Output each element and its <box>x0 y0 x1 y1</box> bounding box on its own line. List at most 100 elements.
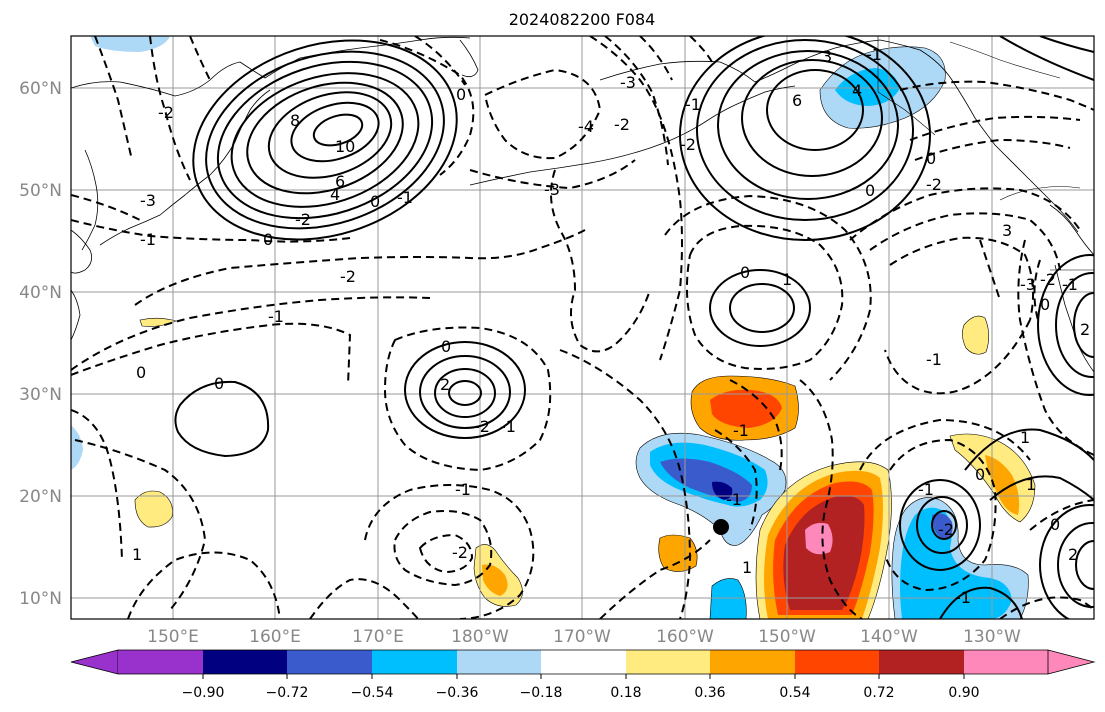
contour-line <box>849 187 1081 241</box>
contour-line <box>899 479 981 571</box>
contour-line <box>989 475 1094 501</box>
contour-line <box>127 551 281 619</box>
contour-label: -2 <box>680 135 696 154</box>
colorbar-tick-label: 0.54 <box>779 685 810 701</box>
contour-label: -3 <box>620 73 636 92</box>
contour-line <box>1055 272 1094 378</box>
border-canada-internal <box>949 41 1061 79</box>
contour-line <box>312 113 364 147</box>
contour-label: -2 <box>938 520 954 539</box>
shade-positive-patch <box>482 564 508 596</box>
contour-label: 0 <box>263 230 273 249</box>
contour-label: 2 <box>1080 320 1090 339</box>
shade-positive-patch <box>805 522 833 555</box>
contour-label: -2 <box>474 417 490 436</box>
colorbar-tick-label: 0.36 <box>694 685 725 701</box>
contour-label: 0 <box>441 337 451 356</box>
contour-label: -2 <box>1040 270 1056 289</box>
colorbar-tick-label: 0.18 <box>610 685 641 701</box>
contour-line <box>393 510 493 587</box>
contour-line <box>884 319 1031 395</box>
contour-label: 2 <box>440 375 450 394</box>
border-canada-provinces <box>999 186 1081 201</box>
contour-label: -4 <box>578 117 594 136</box>
coastline-kamchatka <box>459 39 479 78</box>
contour-label: -3 <box>544 180 560 199</box>
contour-label: -1 <box>726 490 742 509</box>
colorbar-segment <box>626 650 710 674</box>
contour-line <box>404 341 526 439</box>
shade-negative-patch <box>932 513 953 540</box>
coastline-bc <box>1049 204 1094 256</box>
dashed-contours <box>71 36 1094 619</box>
contour-line <box>550 169 651 353</box>
contour-label: 0 <box>136 363 146 382</box>
shade-positive-patch <box>658 534 698 572</box>
contour-line <box>1037 254 1094 396</box>
shading-layer <box>71 36 1036 619</box>
shade-positive-patch <box>985 455 1020 515</box>
contour-label: 8 <box>290 111 300 130</box>
colorbar-under-triangle <box>70 649 119 675</box>
lon-label-170w: 170°W <box>553 627 611 647</box>
coastline-kurils <box>99 174 211 246</box>
coastline-sakhalin <box>81 149 99 251</box>
contour-label: 0 <box>1040 295 1050 314</box>
contour-line <box>383 326 552 472</box>
contour-label: 6 <box>792 91 802 110</box>
contour-label: -1 <box>268 307 284 326</box>
colorbar-segment <box>457 650 541 674</box>
colorbar-segment <box>203 650 287 674</box>
contour-line <box>418 533 474 574</box>
solid-contours <box>174 36 1094 619</box>
contour-line <box>1039 36 1094 53</box>
contour-line <box>709 269 811 347</box>
contour-line <box>799 379 863 619</box>
contour-line <box>766 69 864 151</box>
lat-label-60n: 60°N <box>19 79 62 99</box>
contour-line <box>909 115 1081 141</box>
contour-line <box>94 36 133 161</box>
contour-line <box>916 496 968 554</box>
contour-line <box>679 36 931 241</box>
colorbar-segment <box>287 650 372 674</box>
contour-line <box>290 101 380 163</box>
colorbar-tick-label: −0.36 <box>436 685 479 701</box>
graticule <box>71 36 1094 619</box>
contour-label: 4 <box>330 185 340 204</box>
contour-label: 2 <box>1068 545 1078 564</box>
colorbar-segment <box>372 650 457 674</box>
contour-label: 1 <box>1020 428 1030 447</box>
contour-line <box>729 379 783 471</box>
shade-negative-patch <box>709 578 747 619</box>
contour-line <box>559 349 692 619</box>
contour-line <box>1017 239 1094 456</box>
coastline-alaska-peninsula <box>734 85 796 106</box>
contour-label: 1 <box>1026 475 1036 494</box>
contour-label: 4 <box>852 81 862 100</box>
contour-label: 3 <box>1002 221 1012 240</box>
contour-line <box>639 36 673 81</box>
contour-label: 3 <box>822 47 832 66</box>
shade-positive-patch <box>962 315 990 355</box>
contour-label: 0 <box>214 374 224 393</box>
colorbar-tick-label: −0.18 <box>520 685 563 701</box>
contour-line <box>1073 292 1094 358</box>
longitude-labels: 150°E 160°E 170°E 180°W 170°W 160°W 150°… <box>147 627 1021 647</box>
colorbar: −0.90 −0.72 −0.54 −0.36 −0.18 0.18 0.36 … <box>70 649 1096 701</box>
contour-line <box>71 296 431 371</box>
contour-line <box>71 409 123 561</box>
colorbar-segment <box>541 650 626 674</box>
lon-label-180w: 180°W <box>451 627 509 647</box>
contour-label: -1 <box>500 417 516 436</box>
contour-label: 1 <box>782 270 792 289</box>
coastline-alaska <box>599 39 1079 233</box>
contour-label: -1 <box>455 480 471 499</box>
map-title: 2024082200 F084 <box>509 10 656 29</box>
contour-label: -1 <box>926 350 942 369</box>
contour-line <box>469 159 636 190</box>
contour-line <box>448 380 482 406</box>
storm-center-marker <box>713 519 729 535</box>
contour-line <box>685 224 844 370</box>
